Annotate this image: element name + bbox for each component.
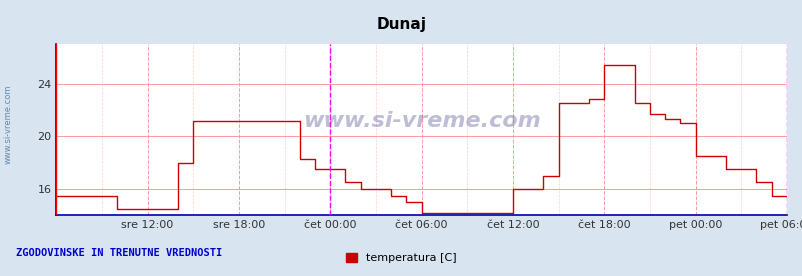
Text: www.si-vreme.com: www.si-vreme.com xyxy=(302,111,540,131)
Text: Dunaj: Dunaj xyxy=(376,17,426,31)
Legend: temperatura [C]: temperatura [C] xyxy=(342,249,460,268)
Text: ZGODOVINSKE IN TRENUTNE VREDNOSTI: ZGODOVINSKE IN TRENUTNE VREDNOSTI xyxy=(16,248,222,258)
Text: www.si-vreme.com: www.si-vreme.com xyxy=(4,84,13,164)
